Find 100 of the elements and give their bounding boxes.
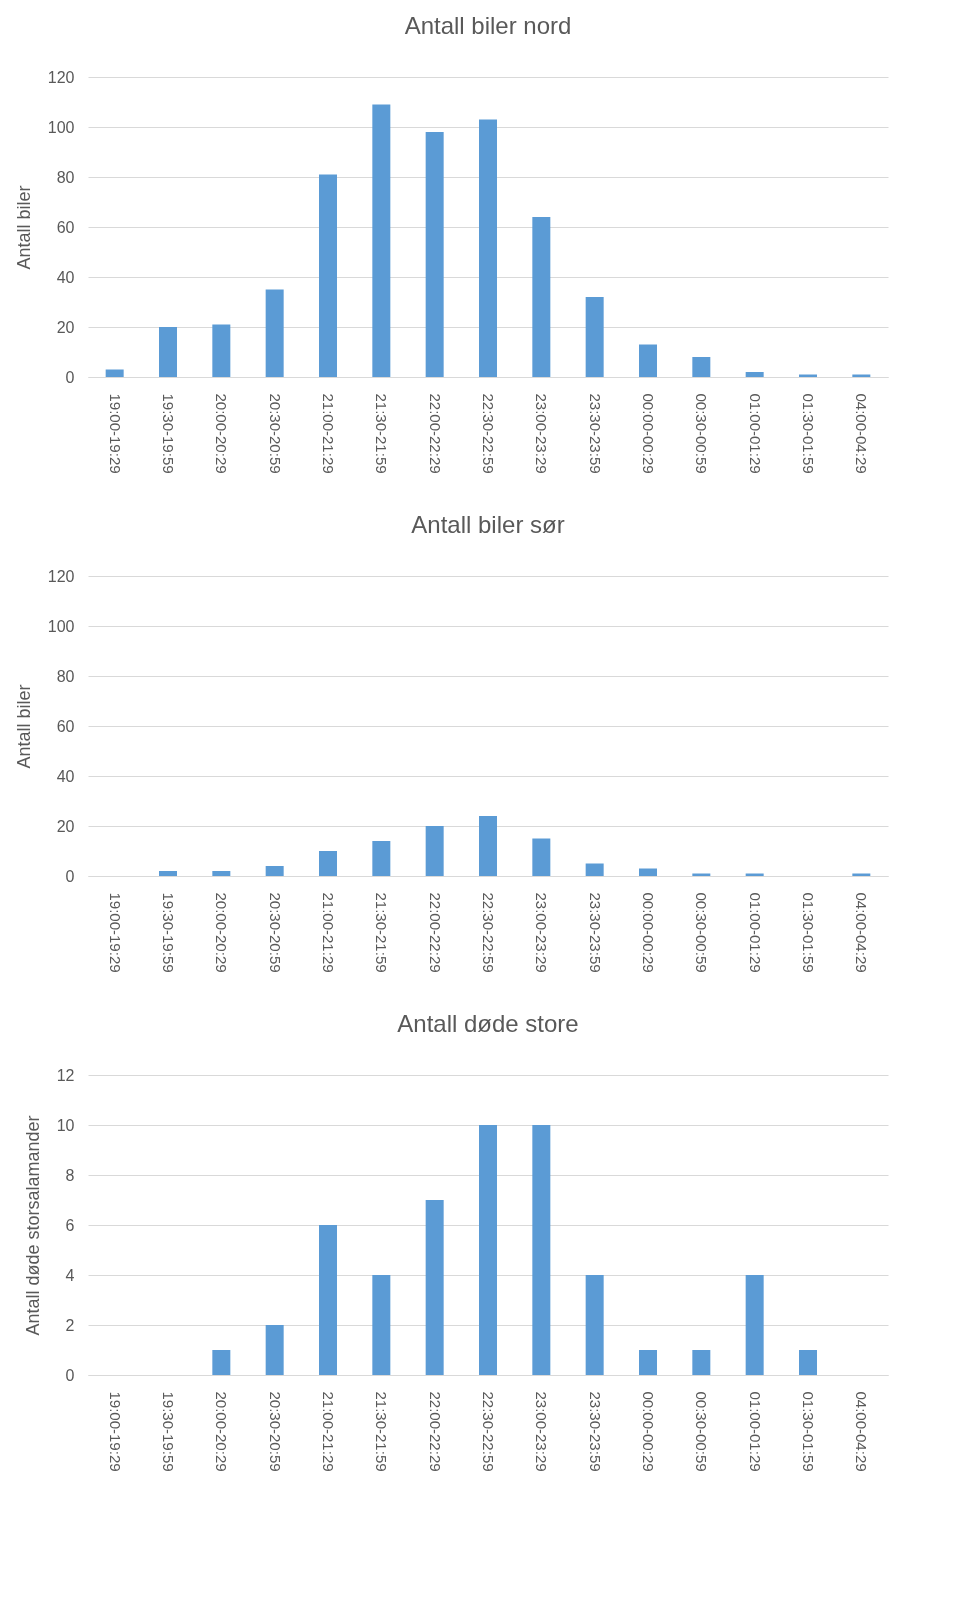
- bar: [265, 866, 284, 876]
- y-tick-label: 0: [65, 1366, 75, 1384]
- y-axis-title: Antall døde storsalamander: [22, 1115, 43, 1336]
- x-tick-label: 00:30-00:59: [693, 892, 711, 973]
- bar: [159, 871, 177, 876]
- chart-title: Antall døde store: [397, 1010, 579, 1037]
- x-tick-label: 20:00-20:29: [213, 1391, 231, 1472]
- y-tick-label: 2: [65, 1316, 75, 1334]
- y-axis-title: Antall biler: [13, 684, 34, 769]
- y-tick-label: 0: [65, 867, 75, 885]
- bar: [745, 1275, 764, 1375]
- y-tick-label: 100: [47, 617, 75, 635]
- chart-title: Antall biler sør: [411, 511, 565, 538]
- x-tick-label: 22:30-22:59: [480, 1391, 497, 1472]
- x-tick-label: 01:30-01:59: [800, 393, 817, 474]
- x-tick-label: 22:00-22:29: [426, 892, 444, 973]
- bar: [479, 1125, 497, 1375]
- x-tick-label: 04:00-04:29: [853, 892, 871, 973]
- x-tick-label: 22:30-22:59: [480, 892, 497, 973]
- bar: [585, 1275, 604, 1375]
- y-tick-label: 8: [65, 1166, 75, 1184]
- bar: [265, 1325, 284, 1375]
- x-tick-label: 21:00-21:29: [320, 393, 337, 474]
- x-tick-label: 20:00-20:29: [213, 393, 231, 474]
- bar: [479, 119, 497, 377]
- bar: [372, 841, 391, 876]
- x-tick-label: 04:00-04:29: [853, 393, 871, 474]
- y-tick-label: 20: [56, 318, 75, 336]
- bar: [319, 851, 337, 876]
- bar: [799, 1350, 817, 1375]
- chart-title: Antall biler nord: [404, 12, 572, 39]
- bar: [585, 297, 604, 377]
- bar: [532, 217, 551, 377]
- x-tick-label: 00:00-00:29: [640, 1391, 657, 1472]
- y-tick-label: 10: [56, 1116, 75, 1134]
- y-tick-label: 60: [56, 717, 75, 735]
- x-tick-label: 23:00-23:29: [533, 393, 551, 474]
- x-tick-label: 01:30-01:59: [800, 892, 817, 973]
- bar: [532, 838, 551, 876]
- x-tick-label: 21:00-21:29: [320, 1391, 337, 1472]
- y-tick-label: 60: [56, 218, 75, 236]
- x-tick-label: 23:30-23:59: [586, 892, 604, 973]
- y-tick-label: 20: [56, 817, 75, 835]
- y-tick-label: 0: [65, 368, 75, 386]
- x-tick-label: 01:30-01:59: [800, 1391, 817, 1472]
- x-tick-label: 20:30-20:59: [266, 393, 284, 474]
- x-tick-label: 22:00-22:29: [426, 1391, 444, 1472]
- x-tick-label: 01:00-01:29: [746, 1391, 764, 1472]
- x-tick-label: 21:30-21:59: [373, 1391, 391, 1472]
- x-tick-label: 19:00-19:29: [106, 393, 124, 474]
- y-tick-label: 120: [47, 567, 75, 585]
- x-tick-label: 20:30-20:59: [266, 892, 284, 973]
- y-tick-label: 120: [47, 68, 75, 86]
- bar: [692, 357, 711, 377]
- bar: [425, 132, 444, 377]
- y-axis-title: Antall biler: [13, 185, 34, 270]
- y-tick-label: 6: [65, 1216, 75, 1234]
- bar: [319, 1225, 337, 1375]
- bar: [745, 372, 764, 377]
- x-tick-label: 23:30-23:59: [586, 393, 604, 474]
- y-tick-label: 12: [56, 1066, 75, 1084]
- bar: [692, 1350, 711, 1375]
- x-tick-label: 00:30-00:59: [693, 393, 711, 474]
- x-tick-label: 22:30-22:59: [480, 393, 497, 474]
- bar: [639, 868, 657, 876]
- x-tick-label: 23:30-23:59: [586, 1391, 604, 1472]
- bar: [265, 289, 284, 377]
- x-tick-label: 19:00-19:29: [106, 1391, 124, 1472]
- bar: [372, 1275, 391, 1375]
- bar: [212, 871, 231, 876]
- y-tick-label: 40: [56, 268, 75, 286]
- y-tick-label: 40: [56, 767, 75, 785]
- x-tick-label: 22:00-22:29: [426, 393, 444, 474]
- x-tick-label: 00:00-00:29: [640, 393, 657, 474]
- y-tick-label: 100: [47, 118, 75, 136]
- y-tick-label: 80: [56, 168, 75, 186]
- bar: [585, 863, 604, 876]
- bar: [212, 1350, 231, 1375]
- x-tick-label: 19:30-19:59: [160, 892, 177, 973]
- bar: [372, 104, 391, 377]
- x-tick-label: 23:00-23:29: [533, 1391, 551, 1472]
- x-tick-label: 21:30-21:59: [373, 393, 391, 474]
- x-tick-label: 00:30-00:59: [693, 1391, 711, 1472]
- x-tick-label: 19:30-19:59: [160, 393, 177, 474]
- x-tick-label: 04:00-04:29: [853, 1391, 871, 1472]
- bar: [639, 344, 657, 377]
- x-tick-label: 21:00-21:29: [320, 892, 337, 973]
- x-tick-label: 23:00-23:29: [533, 892, 551, 973]
- bar: [212, 324, 231, 377]
- bar: [105, 369, 124, 377]
- x-tick-label: 01:00-01:29: [746, 892, 764, 973]
- bar: [639, 1350, 657, 1375]
- bar: [425, 1200, 444, 1375]
- x-tick-label: 19:30-19:59: [160, 1391, 177, 1472]
- bar: [479, 816, 497, 876]
- bar: [425, 826, 444, 876]
- x-tick-label: 01:00-01:29: [746, 393, 764, 474]
- bar: [319, 174, 337, 377]
- x-tick-label: 19:00-19:29: [106, 892, 124, 973]
- x-tick-label: 20:00-20:29: [213, 892, 231, 973]
